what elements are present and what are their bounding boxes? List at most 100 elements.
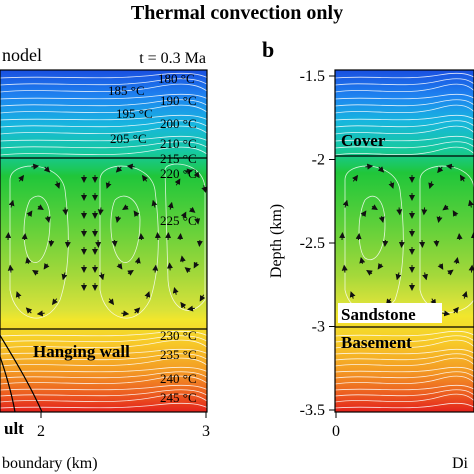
isotherm-line bbox=[0, 146, 207, 156]
isotherm-line bbox=[0, 330, 207, 337]
panel-b-y-axis: -1.5 -2 -2.5 -3 -3.5 bbox=[300, 68, 335, 419]
flow-arrow bbox=[8, 199, 15, 208]
flow-arrow bbox=[445, 163, 454, 170]
isotherm-label: 225 °C bbox=[160, 213, 197, 228]
isotherm-label: 195 °C bbox=[116, 106, 153, 121]
panel-b-unit-cover: Cover bbox=[341, 131, 386, 150]
flow-arrow bbox=[468, 199, 474, 208]
flow-arrow bbox=[152, 264, 159, 273]
flow-arrow bbox=[442, 310, 451, 317]
flow-arrow bbox=[54, 181, 61, 189]
panel-a-x-tick-label-2: 2 bbox=[37, 423, 45, 440]
panel-a-x-tick-label-3: 3 bbox=[202, 423, 210, 440]
panel-a-label: nodel bbox=[2, 45, 42, 65]
isotherm-label: 185 °C bbox=[108, 83, 145, 98]
flow-arrow bbox=[436, 216, 443, 223]
panel-b-unit-basement: Basement bbox=[341, 333, 412, 352]
isotherm-line bbox=[0, 78, 207, 86]
isotherm-label: 220 °C bbox=[160, 166, 197, 181]
flow-arrow bbox=[133, 307, 141, 314]
isotherm-line bbox=[0, 141, 207, 149]
isotherm-line bbox=[0, 99, 207, 107]
flow-arrow bbox=[36, 310, 45, 317]
panel-a-x-axis-label: boundary (km) bbox=[2, 455, 98, 472]
isotherm-line bbox=[0, 366, 207, 373]
flow-arrow bbox=[378, 216, 385, 223]
isotherm-label: 215 °C bbox=[160, 151, 197, 166]
flow-arrow bbox=[185, 168, 194, 175]
flow-arrow bbox=[366, 269, 373, 276]
flow-arrow bbox=[133, 210, 140, 217]
flow-arrow bbox=[174, 178, 181, 186]
flow-arrow bbox=[122, 204, 129, 211]
flow-arrow bbox=[62, 207, 69, 216]
panel-a-unit-hanging-wall: Hanging wall bbox=[33, 342, 130, 361]
flow-arrow bbox=[355, 233, 362, 241]
flow-arrow bbox=[167, 201, 174, 210]
isotherm-line bbox=[0, 125, 207, 135]
flow-arrow bbox=[97, 207, 104, 216]
flow-arrow bbox=[138, 233, 145, 241]
panel-b-label: b bbox=[262, 37, 274, 62]
flow-arrow bbox=[421, 207, 428, 216]
panel-b-unit-sandstone: Sandstone bbox=[341, 305, 416, 324]
flow-arrow bbox=[15, 291, 22, 299]
flow-arrow bbox=[144, 291, 151, 299]
flow-arrow bbox=[115, 216, 122, 223]
panel-b-x-tick-label-0: 0 bbox=[332, 423, 340, 440]
flow-arrow bbox=[98, 272, 105, 281]
isotherm-line bbox=[0, 389, 207, 397]
flow-arrow bbox=[105, 181, 112, 189]
flow-arrow bbox=[452, 306, 459, 314]
y-tick-label: -2.5 bbox=[300, 235, 325, 252]
flow-arrow bbox=[442, 204, 449, 211]
flow-arrow bbox=[18, 174, 25, 182]
flow-arrow bbox=[127, 269, 134, 276]
flow-arrow bbox=[51, 298, 58, 306]
flow-arrow bbox=[31, 163, 40, 170]
flow-arrow bbox=[342, 199, 349, 208]
flow-arrow bbox=[37, 204, 44, 211]
flow-arrow bbox=[388, 181, 395, 189]
isotherm-label: 180 °C bbox=[158, 71, 195, 86]
flow-arrow bbox=[26, 210, 33, 217]
isotherm-line bbox=[0, 335, 207, 343]
flow-arrow bbox=[377, 263, 384, 270]
flow-arrow bbox=[377, 166, 385, 173]
isotherm-line bbox=[0, 120, 207, 128]
flow-arrow bbox=[116, 263, 123, 270]
flow-arrow bbox=[186, 305, 195, 312]
y-tick-label: -2 bbox=[312, 152, 325, 169]
flow-arrow bbox=[25, 257, 32, 264]
flow-arrow bbox=[365, 163, 374, 170]
panel-b: b Cover Sandstone Basement -1.5-2-2.5-3-… bbox=[262, 37, 474, 472]
flow-arrow bbox=[32, 269, 39, 276]
panel-b-temperature-field bbox=[335, 70, 474, 412]
flow-arrow bbox=[134, 257, 141, 264]
flow-arrow bbox=[359, 257, 366, 264]
panel-b-y-axis-label: Depth (km) bbox=[268, 204, 285, 278]
isotherm-line bbox=[0, 371, 207, 379]
flow-arrow bbox=[184, 267, 192, 274]
flow-arrow bbox=[422, 272, 428, 281]
figure-title: Thermal convection only bbox=[131, 2, 343, 24]
flow-arrow bbox=[341, 264, 348, 273]
isotherm-line bbox=[0, 393, 207, 403]
flow-arrow bbox=[126, 163, 135, 170]
flow-arrow bbox=[453, 257, 460, 264]
isotherm-label: 240 °C bbox=[160, 371, 197, 386]
flow-arrow bbox=[395, 272, 402, 281]
flow-arrow bbox=[188, 206, 196, 213]
flow-arrow bbox=[115, 166, 123, 173]
flow-arrow bbox=[121, 310, 130, 317]
flow-arrow bbox=[360, 210, 367, 217]
flow-arrow bbox=[179, 255, 186, 263]
flow-arrow bbox=[43, 166, 51, 173]
flow-arrow bbox=[25, 307, 33, 314]
flow-arrow bbox=[352, 174, 359, 182]
flow-arrow bbox=[437, 263, 444, 270]
flow-arrow bbox=[428, 181, 435, 190]
flow-arrow bbox=[111, 239, 118, 247]
y-tick-label: -3.5 bbox=[300, 402, 325, 419]
